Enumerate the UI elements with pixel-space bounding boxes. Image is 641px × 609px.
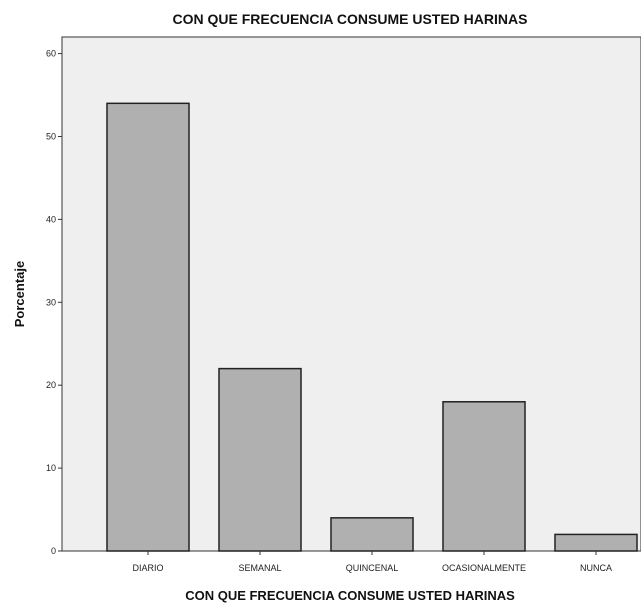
bar-semanal (218, 367, 302, 552)
y-axis: 0 10 20 30 40 50 60 (46, 49, 62, 556)
chart-title: CON QUE FRECUENCIA CONSUME USTED HARINAS (173, 11, 528, 27)
x-tick-label: QUINCENAL (346, 563, 399, 573)
x-tick-label: SEMANAL (238, 563, 281, 573)
x-axis-title: CON QUE FRECUENCIA CONSUME USTED HARINAS (185, 588, 515, 603)
y-tick-label: 0 (51, 546, 56, 556)
x-tick-label: OCASIONALMENTE (442, 563, 526, 573)
bar-nunca (554, 533, 638, 552)
y-tick-label: 50 (46, 131, 56, 141)
y-tick-label: 30 (46, 297, 56, 307)
bar-ocasionalmente (442, 401, 526, 552)
bar-diario (106, 102, 190, 552)
y-tick-label: 10 (46, 463, 56, 473)
y-tick-label: 20 (46, 380, 56, 390)
y-tick-label: 40 (46, 214, 56, 224)
y-tick-label: 60 (46, 49, 56, 59)
x-tick-label: DIARIO (132, 563, 163, 573)
x-tick-label: NUNCA (580, 563, 612, 573)
x-axis: DIARIO SEMANAL QUINCENAL OCASIONALMENTE NUNC… (132, 551, 612, 573)
y-axis-title: Porcentaje (12, 261, 27, 327)
bar-quincenal (330, 517, 414, 552)
